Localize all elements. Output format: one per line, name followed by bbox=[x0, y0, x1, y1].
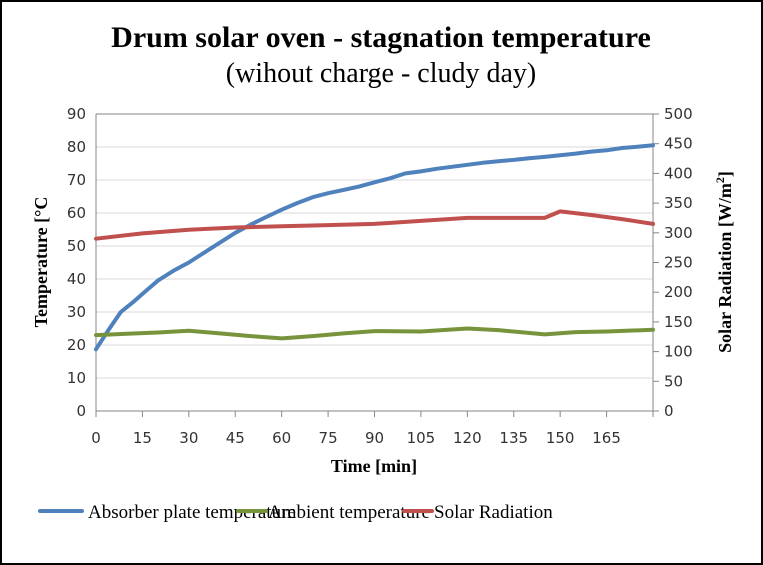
absorber-plate-temperature-line bbox=[94, 143, 655, 352]
y-tick-label: 90 bbox=[67, 105, 86, 123]
y-axis-title: Temperature [°C bbox=[31, 197, 51, 328]
y-tick-label: 10 bbox=[67, 369, 86, 387]
x-tick-label: 0 bbox=[91, 429, 101, 447]
y-tick-label: 80 bbox=[67, 138, 86, 156]
solar-radiation-line bbox=[94, 209, 655, 241]
x-tick-label: 60 bbox=[272, 429, 291, 447]
ambient-temperature-line bbox=[94, 326, 655, 341]
x-tick-label: 15 bbox=[133, 429, 152, 447]
y-tick-label: 50 bbox=[67, 237, 86, 255]
x-tick-label: 90 bbox=[365, 429, 384, 447]
legend-label-ambient: Ambient temperature bbox=[268, 502, 430, 523]
x-tick-label: 105 bbox=[407, 429, 436, 447]
y2-axis-title-superscript: 2 bbox=[713, 177, 727, 183]
y-tick-label: 20 bbox=[67, 336, 86, 354]
y2-tick-label: 450 bbox=[664, 135, 693, 153]
y2-tick-label: 350 bbox=[664, 194, 693, 212]
y2-tick-label: 150 bbox=[664, 313, 693, 331]
y2-tick-label: 250 bbox=[664, 254, 693, 272]
y2-tick-label: 50 bbox=[664, 372, 683, 390]
y2-tick-label: 200 bbox=[664, 283, 693, 301]
y2-axis-title: Solar Radiation [W/m2] bbox=[713, 171, 735, 353]
y2-axis-title-close: ] bbox=[715, 171, 735, 177]
y2-tick-label: 400 bbox=[664, 164, 693, 182]
x-axis-title: Time [min] bbox=[331, 456, 417, 476]
y2-tick-label: 100 bbox=[664, 343, 693, 361]
legend-item-absorber: Absorber plate temperature bbox=[38, 502, 296, 523]
x-tick-label: 165 bbox=[592, 429, 621, 447]
series-lines bbox=[94, 143, 655, 352]
y2-tick-label: 300 bbox=[664, 224, 693, 242]
legend: Absorber plate temperature Ambient tempe… bbox=[38, 502, 553, 523]
x-tick-label: 150 bbox=[546, 429, 575, 447]
y2-tick-label: 500 bbox=[664, 105, 693, 123]
y2-tick-label: 0 bbox=[664, 402, 674, 420]
y2-tick-labels: 0 50 100 150 200 250 300 350 400 450 500 bbox=[664, 105, 693, 420]
x-tick-label: 120 bbox=[453, 429, 482, 447]
x-tick-label: 75 bbox=[319, 429, 338, 447]
x-tick-label: 135 bbox=[499, 429, 528, 447]
y-tick-label: 0 bbox=[76, 402, 86, 420]
y-tick-label: 40 bbox=[67, 270, 86, 288]
y-tick-label: 60 bbox=[67, 204, 86, 222]
y-tick-labels: 0 10 20 30 40 50 60 70 80 90 bbox=[67, 105, 86, 420]
y-tick-label: 30 bbox=[67, 303, 86, 321]
x-tick-labels: 0 15 30 45 60 75 90 105 120 135 150 165 bbox=[91, 429, 621, 447]
y2-axis-title-main: Solar Radiation [W/m bbox=[715, 183, 735, 353]
x-tick-label: 30 bbox=[179, 429, 198, 447]
y-tick-label: 70 bbox=[67, 171, 86, 189]
legend-label-solar: Solar Radiation bbox=[434, 502, 553, 523]
axes bbox=[95, 113, 659, 417]
legend-item-ambient: Ambient temperature bbox=[236, 502, 430, 523]
x-tick-label: 45 bbox=[226, 429, 245, 447]
chart-title: Drum solar oven - stagnation temperature bbox=[111, 21, 651, 54]
chart-subtitle: (wihout charge - cludy day) bbox=[226, 58, 537, 89]
legend-item-solar: Solar Radiation bbox=[402, 502, 553, 523]
legend-label-absorber: Absorber plate temperature bbox=[88, 502, 296, 523]
